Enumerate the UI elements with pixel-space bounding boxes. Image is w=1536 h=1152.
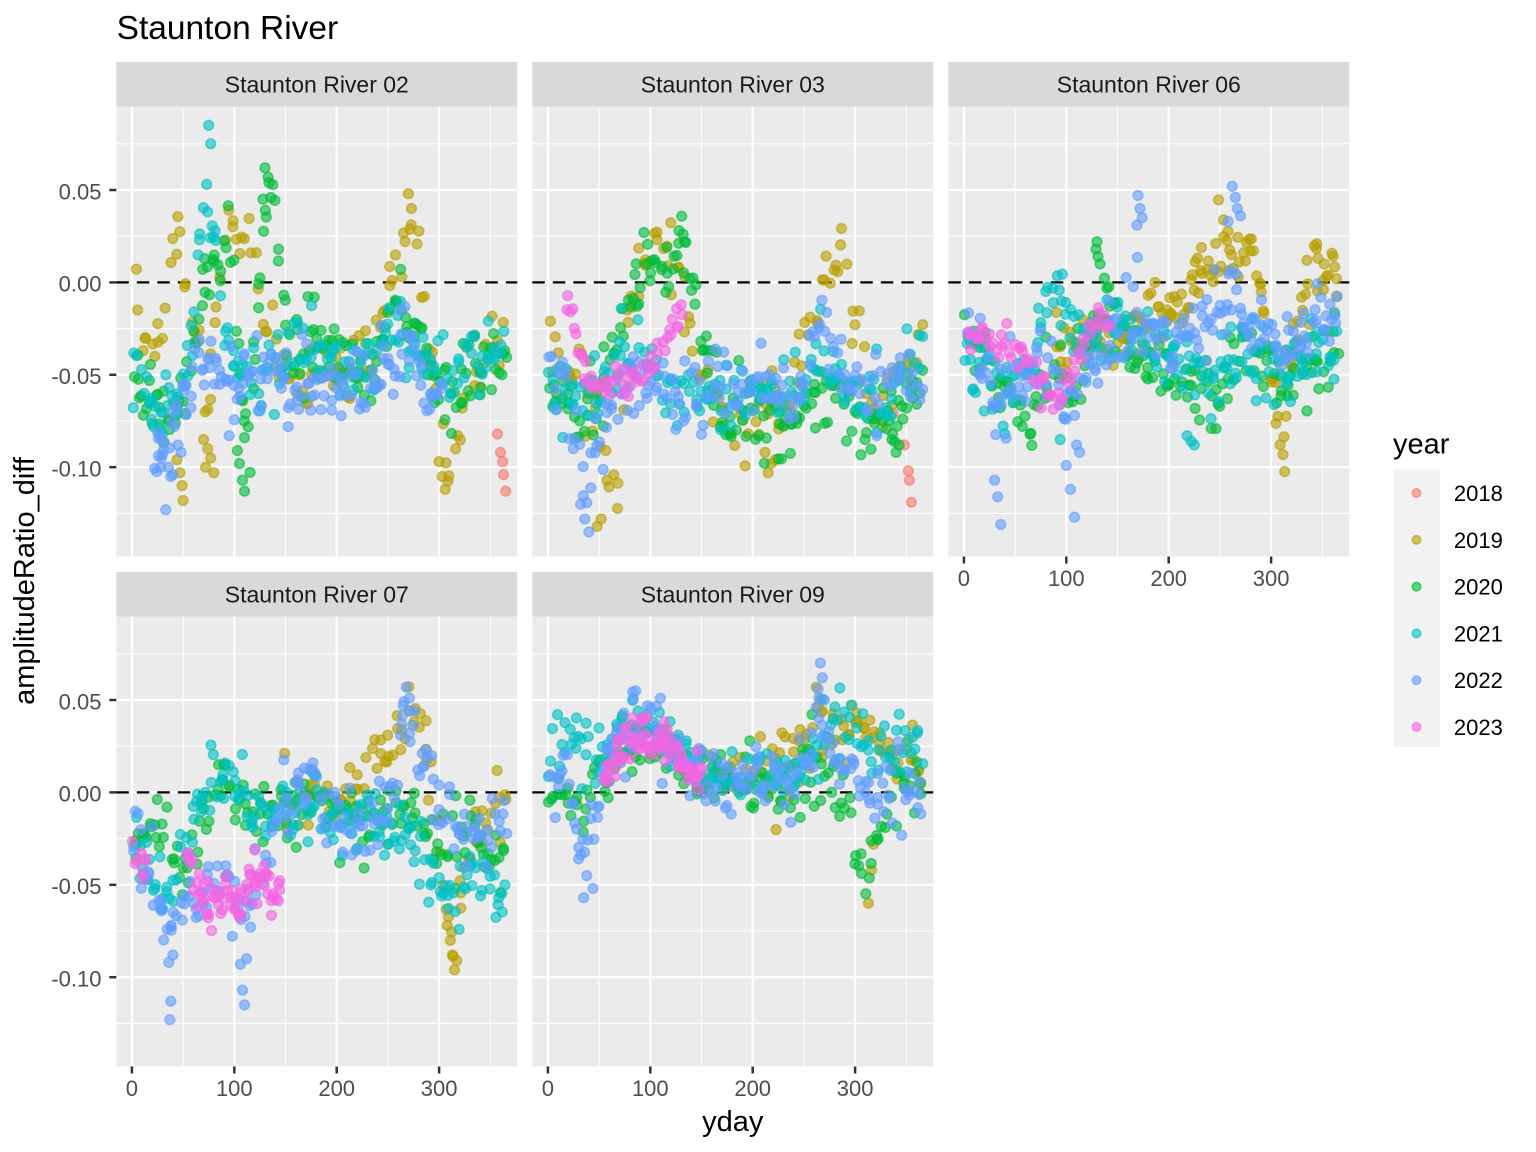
svg-text:Staunton River 03: Staunton River 03 <box>641 72 825 98</box>
svg-text:0.00: 0.00 <box>59 272 102 297</box>
svg-text:100: 100 <box>216 1076 253 1101</box>
svg-text:Staunton River 09: Staunton River 09 <box>641 582 825 608</box>
svg-text:2021: 2021 <box>1454 621 1503 646</box>
svg-text:0: 0 <box>542 1076 554 1101</box>
svg-text:0.00: 0.00 <box>59 782 102 807</box>
svg-text:200: 200 <box>318 1076 355 1101</box>
svg-text:Staunton River 07: Staunton River 07 <box>225 582 409 608</box>
svg-text:-0.10: -0.10 <box>51 457 101 482</box>
svg-text:Staunton River 06: Staunton River 06 <box>1057 72 1241 98</box>
svg-text:Staunton River: Staunton River <box>117 10 339 47</box>
svg-text:0: 0 <box>126 1076 138 1101</box>
svg-text:-0.05: -0.05 <box>51 874 101 899</box>
svg-text:Staunton River 02: Staunton River 02 <box>225 72 409 98</box>
svg-text:200: 200 <box>1150 566 1187 591</box>
svg-text:2018: 2018 <box>1454 481 1503 506</box>
svg-text:0.05: 0.05 <box>59 179 102 204</box>
svg-text:0.05: 0.05 <box>59 689 102 714</box>
svg-text:-0.05: -0.05 <box>51 364 101 389</box>
svg-text:year: year <box>1393 429 1450 461</box>
svg-text:100: 100 <box>1048 566 1085 591</box>
svg-text:300: 300 <box>837 1076 874 1101</box>
svg-text:amplitudeRatio_diff: amplitudeRatio_diff <box>9 456 41 705</box>
svg-text:2022: 2022 <box>1454 668 1503 693</box>
svg-text:0: 0 <box>958 566 970 591</box>
svg-text:2023: 2023 <box>1454 715 1503 740</box>
svg-text:yday: yday <box>702 1106 764 1138</box>
svg-text:2019: 2019 <box>1454 528 1503 553</box>
svg-text:300: 300 <box>1253 566 1290 591</box>
svg-text:200: 200 <box>734 1076 771 1101</box>
svg-text:-0.10: -0.10 <box>51 967 101 992</box>
svg-text:2020: 2020 <box>1454 575 1503 600</box>
svg-text:300: 300 <box>421 1076 458 1101</box>
svg-text:100: 100 <box>632 1076 669 1101</box>
